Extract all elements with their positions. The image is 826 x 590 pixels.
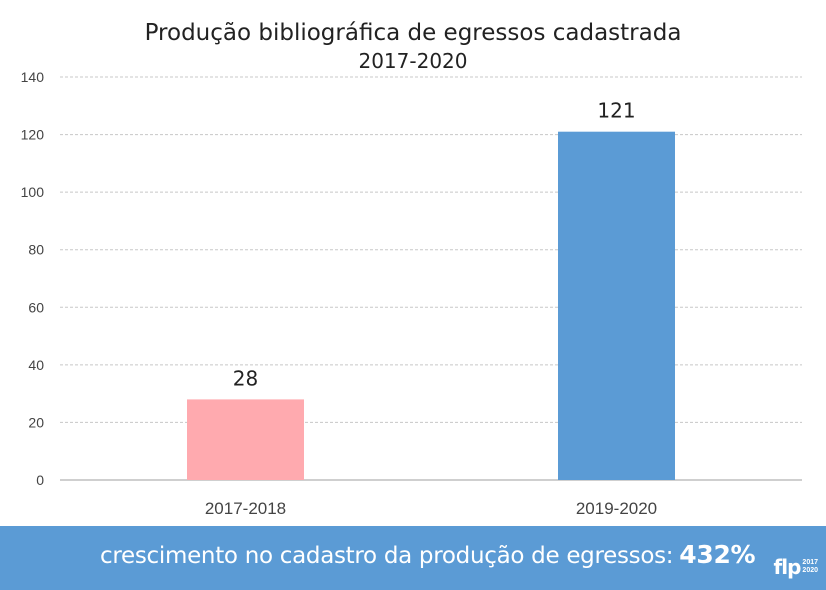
chart-title: Produção bibliográfica de egressos cadas… — [144, 20, 682, 46]
bar — [558, 131, 675, 480]
bar — [187, 399, 304, 480]
data-label: 28 — [233, 366, 258, 390]
y-tick-label: 100 — [21, 184, 45, 200]
y-tick-label: 80 — [28, 242, 44, 258]
data-label: 121 — [597, 99, 635, 123]
bar-chart: 0 20 40 60 80 100 120 140 28 2017-2018 121 2019-202… — [21, 69, 802, 518]
growth-percentage: 432% — [679, 540, 756, 569]
logo-year-bottom: 2020 — [802, 567, 818, 574]
flp-logo: flp 2017 2020 — [774, 555, 818, 579]
logo-year-top: 2017 — [802, 559, 818, 566]
y-tick-label: 0 — [36, 472, 44, 488]
y-tick-label: 60 — [28, 299, 44, 315]
x-tick-label: 2017-2018 — [205, 499, 286, 518]
x-tick-label: 2019-2020 — [576, 499, 657, 518]
footer-label: crescimento no cadastro da produção de e… — [100, 543, 674, 569]
y-tick-label: 40 — [28, 357, 44, 373]
footer-banner: crescimento no cadastro da produção de e… — [0, 526, 826, 590]
y-tick-label: 20 — [28, 414, 44, 430]
chart-subtitle: 2017-2020 — [358, 49, 468, 73]
y-tick-label: 140 — [21, 69, 45, 85]
footer-message: crescimento no cadastro da produção de e… — [100, 540, 756, 571]
y-tick-label: 120 — [21, 127, 45, 143]
logo-mark: flp — [773, 555, 802, 579]
logo-years: 2017 2020 — [802, 559, 818, 575]
